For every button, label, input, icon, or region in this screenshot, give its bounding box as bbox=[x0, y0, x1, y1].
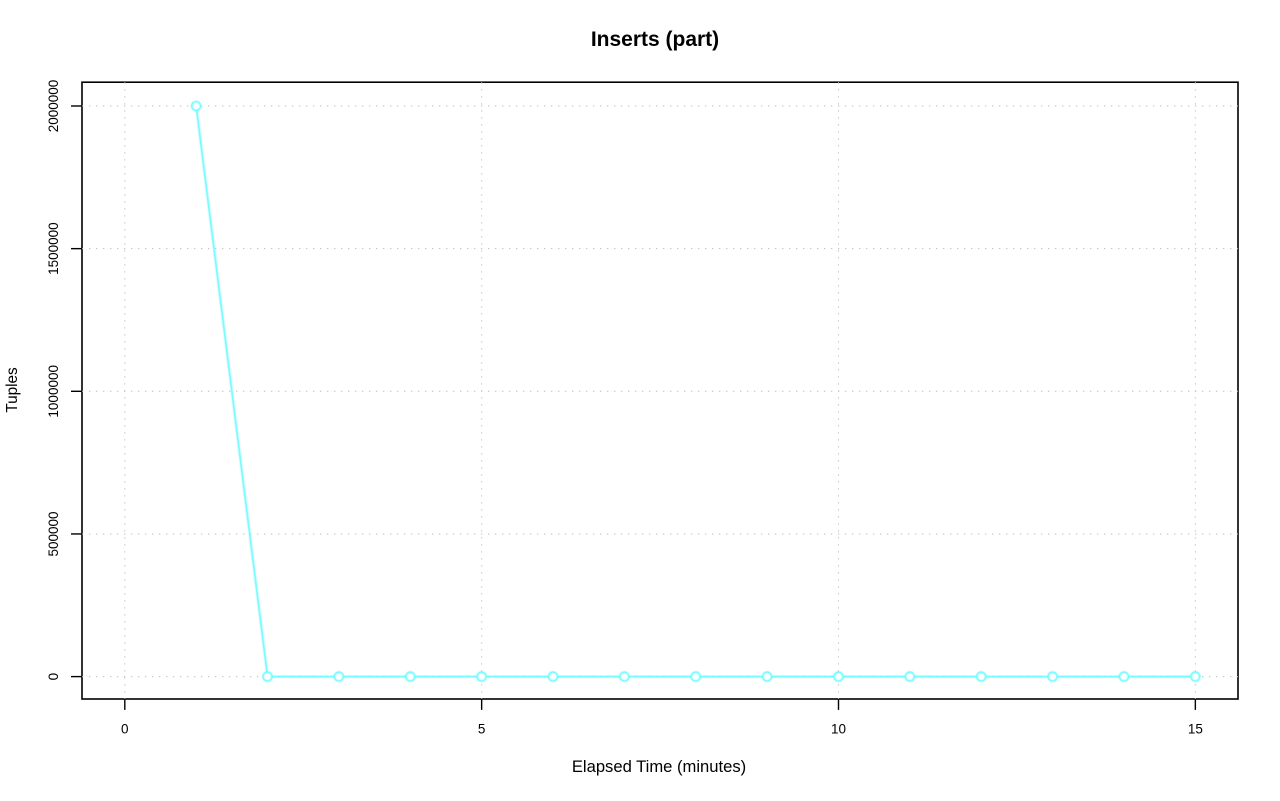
svg-text:1500000: 1500000 bbox=[46, 222, 61, 275]
svg-text:Tuples: Tuples bbox=[4, 367, 21, 413]
svg-text:2000000: 2000000 bbox=[46, 80, 61, 133]
svg-text:5: 5 bbox=[478, 722, 486, 737]
svg-text:Inserts (part): Inserts (part) bbox=[591, 28, 719, 51]
svg-text:10: 10 bbox=[831, 722, 846, 737]
svg-text:15: 15 bbox=[1188, 722, 1203, 737]
svg-text:1000000: 1000000 bbox=[46, 365, 61, 418]
svg-text:Elapsed Time (minutes): Elapsed Time (minutes) bbox=[572, 757, 746, 776]
svg-text:0: 0 bbox=[46, 673, 61, 681]
svg-text:0: 0 bbox=[121, 722, 129, 737]
svg-text:500000: 500000 bbox=[46, 511, 61, 556]
